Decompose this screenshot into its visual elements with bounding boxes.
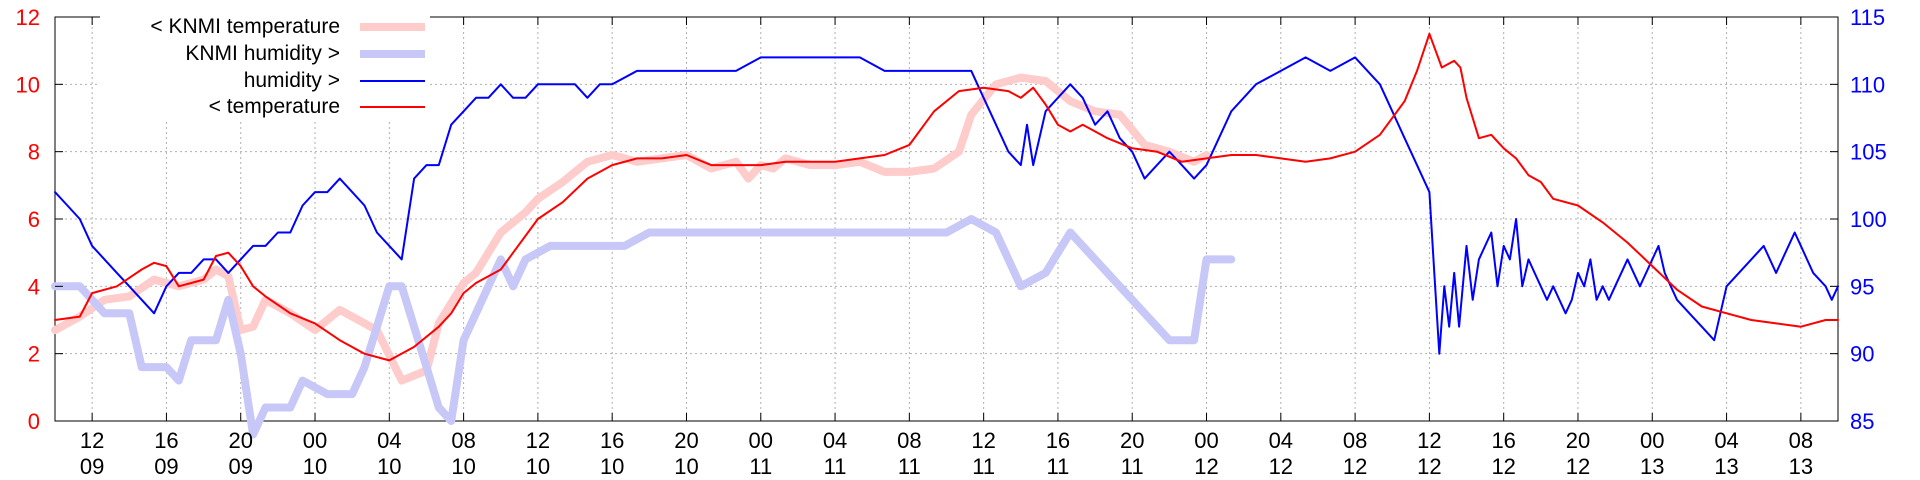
x-tick-label-time: 08: [451, 428, 475, 453]
x-tick-label-day: 10: [674, 454, 698, 479]
x-tick-label-day: 10: [303, 454, 327, 479]
x-tick-label-day: 11: [824, 454, 847, 479]
x-tick-label-day: 11: [898, 454, 921, 479]
x-tick-label-time: 04: [1714, 428, 1738, 453]
x-tick-label-day: 12: [1566, 454, 1590, 479]
humidity-line: [54, 56, 1839, 355]
y-tick-label: 6: [28, 207, 40, 232]
temperature-line: [54, 32, 1839, 362]
y-tick-label: 2: [28, 342, 40, 367]
x-tick-label-day: 09: [154, 454, 178, 479]
y-tick-label: 0: [28, 409, 40, 434]
x-tick-label-time: 16: [1491, 428, 1515, 453]
x-tick-label-time: 20: [674, 428, 698, 453]
x-tick-label-time: 04: [1269, 428, 1293, 453]
x-tick-label-time: 12: [971, 428, 995, 453]
axes: 0246810128590951001051101151209160920090…: [16, 5, 1887, 479]
x-tick-label-day: 10: [600, 454, 624, 479]
x-tick-label-day: 11: [1121, 454, 1144, 479]
x-tick-label-time: 20: [1566, 428, 1590, 453]
x-tick-label-day: 11: [1047, 454, 1070, 479]
legend-label: < temperature: [209, 95, 340, 118]
x-tick-label-day: 12: [1491, 454, 1515, 479]
knmi-humidity-line: [51, 215, 1236, 439]
y2-tick-label: 95: [1850, 274, 1874, 299]
series-layer: [51, 32, 1839, 439]
x-tick-label-day: 12: [1269, 454, 1293, 479]
x-tick-label-time: 00: [1640, 428, 1664, 453]
x-tick-label-day: 11: [972, 454, 995, 479]
x-tick-label-day: 13: [1714, 454, 1738, 479]
x-tick-label-day: 13: [1640, 454, 1664, 479]
y-tick-label: 8: [28, 140, 40, 165]
x-tick-label-day: 10: [526, 454, 550, 479]
x-tick-label-time: 20: [228, 428, 252, 453]
x-tick-label-time: 12: [80, 428, 104, 453]
y2-tick-label: 90: [1850, 342, 1874, 367]
legend-label: humidity >: [244, 69, 340, 92]
x-tick-label-time: 00: [303, 428, 327, 453]
x-tick-label-day: 12: [1194, 454, 1218, 479]
y-tick-label: 12: [16, 5, 40, 30]
x-tick-label-day: 10: [451, 454, 475, 479]
y2-tick-label: 85: [1850, 409, 1874, 434]
legend: < KNMI temperature KNMI humidity > humidit…: [100, 13, 430, 119]
x-tick-label-time: 08: [1343, 428, 1367, 453]
x-tick-label-time: 16: [154, 428, 178, 453]
x-tick-label-time: 20: [1120, 428, 1144, 453]
x-tick-label-day: 12: [1343, 454, 1367, 479]
x-tick-label-time: 12: [1417, 428, 1441, 453]
x-tick-label-time: 08: [1789, 428, 1813, 453]
x-tick-label-day: 09: [228, 454, 252, 479]
x-tick-label-time: 08: [897, 428, 921, 453]
x-tick-label-time: 04: [823, 428, 847, 453]
y2-tick-label: 100: [1850, 207, 1887, 232]
legend-label: < KNMI temperature: [150, 15, 340, 38]
grid: [55, 17, 1838, 421]
x-tick-label-day: 13: [1789, 454, 1813, 479]
x-tick-label-time: 16: [1046, 428, 1070, 453]
legend-label: KNMI humidity >: [185, 42, 340, 65]
x-tick-label-day: 11: [749, 454, 772, 479]
y2-tick-label: 110: [1850, 72, 1885, 97]
x-tick-label-time: 16: [600, 428, 624, 453]
x-tick-label-time: 00: [749, 428, 773, 453]
x-tick-label-time: 04: [377, 428, 401, 453]
x-tick-label-day: 10: [377, 454, 401, 479]
x-tick-label-time: 00: [1194, 428, 1218, 453]
x-tick-label-time: 12: [526, 428, 550, 453]
y-tick-label: 10: [16, 72, 40, 97]
x-tick-label-day: 12: [1417, 454, 1441, 479]
y-tick-label: 4: [28, 274, 40, 299]
knmi-temperature-line: [51, 73, 1211, 385]
y2-tick-label: 105: [1850, 140, 1887, 165]
x-tick-label-day: 09: [80, 454, 104, 479]
y2-tick-label: 115: [1850, 5, 1885, 30]
